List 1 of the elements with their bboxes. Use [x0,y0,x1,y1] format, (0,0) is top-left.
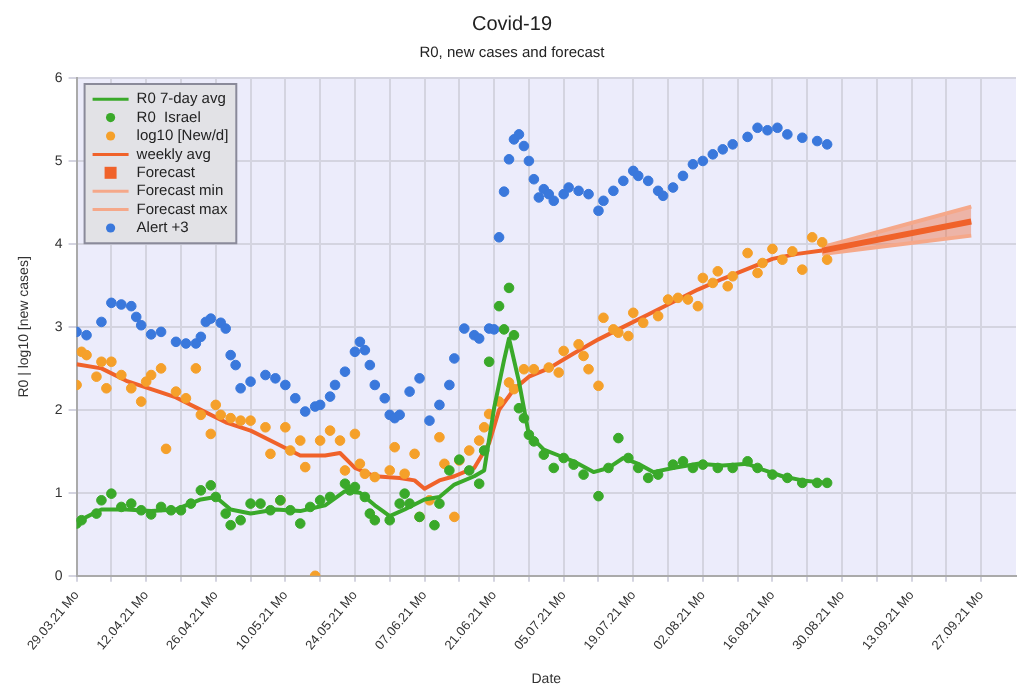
chart-title: Covid-19 [471,13,553,36]
